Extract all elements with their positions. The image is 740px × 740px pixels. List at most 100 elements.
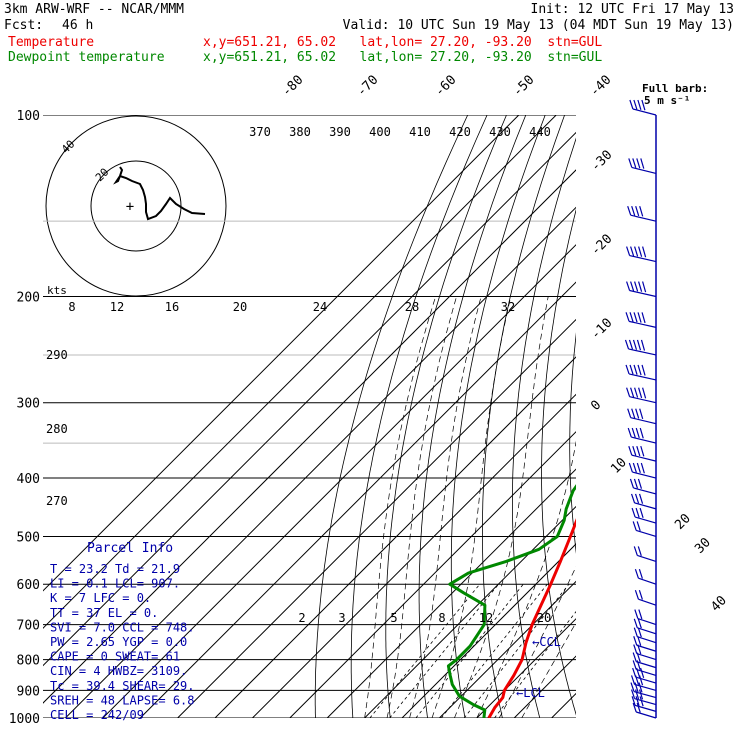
wind-barb bbox=[632, 471, 657, 479]
wind-barb bbox=[634, 683, 657, 691]
isotherm-line bbox=[626, 115, 740, 718]
theta-label: 430 bbox=[489, 125, 511, 139]
wind-barb bbox=[637, 554, 657, 563]
wind-barb-flag bbox=[640, 462, 645, 474]
isotherm-line bbox=[252, 393, 576, 718]
wind-barb-flag bbox=[632, 462, 637, 473]
wind-barb bbox=[635, 676, 657, 684]
theta-label: 440 bbox=[529, 125, 551, 139]
moist-adiabat-line bbox=[431, 296, 512, 718]
temperature-legend: Temperature bbox=[8, 35, 95, 50]
wind-barb-flag bbox=[636, 702, 641, 713]
wind-barb-flag bbox=[637, 618, 642, 629]
skewt-grid bbox=[43, 115, 740, 718]
wind-barb bbox=[628, 348, 657, 356]
dewpoint-location: x,y=651.21, 65.02 lat,lon= 27.20, -93.20… bbox=[203, 50, 603, 65]
wind-barb-flag bbox=[625, 364, 630, 375]
pressure-label: 1000 bbox=[9, 712, 40, 727]
wind-barb-flag bbox=[635, 427, 640, 439]
wind-barb-flag bbox=[626, 281, 631, 291]
wind-barbs: Full barb:5 m s⁻¹ bbox=[624, 82, 708, 719]
wind-barb bbox=[631, 166, 657, 175]
moist-adiabat-line bbox=[498, 566, 576, 718]
parcel-info-row: LI = 0.1 LCL= 907. bbox=[50, 577, 180, 591]
wind-barb-flag bbox=[638, 609, 643, 620]
hodograph-ring bbox=[45, 115, 227, 297]
wind-barb-flag bbox=[639, 427, 644, 439]
wind-barb-flag bbox=[640, 158, 645, 169]
wind-barb-flag bbox=[632, 521, 637, 531]
pressure-label: 300 bbox=[17, 397, 40, 412]
moist-adiabat-line bbox=[364, 296, 437, 718]
wind-barb bbox=[636, 668, 657, 677]
wind-barb-flag bbox=[631, 507, 636, 518]
wind-barb-flag bbox=[630, 682, 635, 692]
wind-barb-flag bbox=[639, 507, 644, 519]
forecast-label: Fcst: bbox=[4, 18, 44, 33]
wind-barb-flag bbox=[630, 493, 636, 504]
wind-barb-flag bbox=[627, 427, 632, 438]
dry-adiabat-line bbox=[350, 115, 488, 718]
wind-barb-flag bbox=[638, 281, 643, 292]
wind-barb-flag bbox=[632, 445, 637, 456]
dry-adiabat-line bbox=[597, 115, 652, 718]
wind-barb bbox=[637, 636, 657, 644]
wind-barb-flag bbox=[632, 702, 637, 713]
wind-barb-flag bbox=[638, 682, 643, 693]
theta-label: 410 bbox=[409, 125, 431, 139]
mixing-ratio-label: 12 bbox=[479, 611, 493, 625]
wind-barb-flag bbox=[634, 689, 640, 700]
isotherm-line bbox=[439, 580, 576, 718]
dewpoint-legend: Dewpoint temperature bbox=[8, 50, 165, 65]
wind-barb-flag bbox=[641, 364, 646, 376]
wind-barb bbox=[628, 320, 657, 328]
temperature-line bbox=[487, 518, 576, 718]
isotherm-line bbox=[43, 131, 576, 667]
wind-barb-flag bbox=[640, 339, 646, 351]
theta-label: 390 bbox=[329, 125, 351, 139]
theta-label: 370 bbox=[249, 125, 271, 139]
wind-barb bbox=[636, 711, 657, 719]
wind-barb-flag bbox=[629, 364, 634, 375]
wind-barb-flag bbox=[628, 462, 633, 473]
wind-barb-flag bbox=[638, 493, 644, 504]
wind-barb-flag bbox=[636, 445, 641, 457]
pressure-label: 800 bbox=[17, 654, 40, 669]
wind-barb-flag bbox=[627, 408, 632, 418]
wind-barb bbox=[629, 396, 657, 404]
wind-barb-flag bbox=[641, 312, 646, 324]
wind-barb-flag bbox=[631, 696, 636, 706]
isotherm-label: -50 bbox=[510, 73, 537, 100]
wind-barb-flag bbox=[625, 312, 630, 322]
wind-barb-flag bbox=[639, 696, 644, 707]
wind-barb-flag bbox=[635, 206, 640, 217]
wind-barb-flag bbox=[630, 675, 636, 685]
wind-barb bbox=[633, 691, 657, 699]
wind-barb-flag bbox=[634, 281, 639, 292]
init-time: Init: 12 UTC Fri 17 May 13 bbox=[530, 2, 735, 17]
wind-barb-flag bbox=[639, 408, 644, 420]
mixing-ratio-line bbox=[415, 583, 524, 718]
wind-barb bbox=[631, 436, 657, 444]
wind-barb-flag bbox=[636, 158, 641, 169]
wind-barb bbox=[637, 627, 657, 635]
wind-barb-flag bbox=[632, 652, 637, 662]
wind-barb-flag bbox=[632, 660, 637, 670]
wind-barb bbox=[629, 254, 657, 263]
dewpoint-line bbox=[446, 484, 576, 718]
wind-barb-flag bbox=[638, 246, 643, 257]
parcel-info-row: CIN = 4 HWBZ= 3109. bbox=[50, 664, 187, 678]
wind-barb-flag bbox=[630, 689, 636, 699]
isotherm-label: -10 bbox=[588, 316, 615, 343]
wind-barb-flag bbox=[624, 339, 630, 350]
isotherm-label: -40 bbox=[587, 73, 614, 100]
wind-barb-flag bbox=[633, 636, 638, 646]
dry-adiabat-line bbox=[385, 115, 507, 718]
wind-barb-flag bbox=[635, 696, 640, 706]
hodograph-trace bbox=[113, 166, 206, 221]
pressure-label: 700 bbox=[17, 619, 40, 634]
wind-speed-label: 12 bbox=[110, 300, 124, 314]
parcel-info-row: K = 7 LFC = 0. bbox=[50, 591, 151, 605]
